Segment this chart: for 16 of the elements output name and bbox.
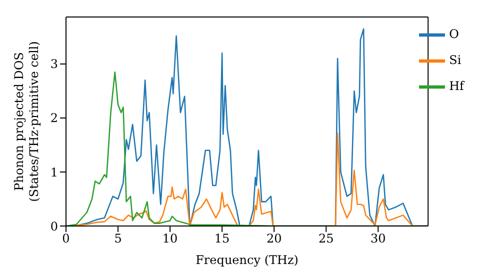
legend-label: Si [449, 53, 462, 68]
x-tick-label: 0 [62, 232, 70, 246]
y-tick-label: 1 [50, 165, 58, 180]
x-tick-label: 15 [214, 232, 230, 246]
y-axis-title: Phonon projected DOS (States/THz·primitive cell) [12, 41, 41, 202]
x-tick-label: 5 [114, 232, 122, 246]
x-tick-label: 20 [266, 232, 282, 246]
x-tick-label: 25 [318, 232, 334, 246]
x-axis-title: Frequency (THz) [196, 253, 298, 267]
x-tick-label: 30 [370, 232, 386, 246]
y-tick-label: 0 [50, 219, 58, 234]
y-tick-label: 2 [50, 111, 58, 126]
y-tick-label: 3 [50, 57, 58, 72]
x-tick-label: 10 [162, 232, 178, 246]
legend-label: O [449, 27, 459, 42]
legend-label: Hf [449, 79, 464, 94]
